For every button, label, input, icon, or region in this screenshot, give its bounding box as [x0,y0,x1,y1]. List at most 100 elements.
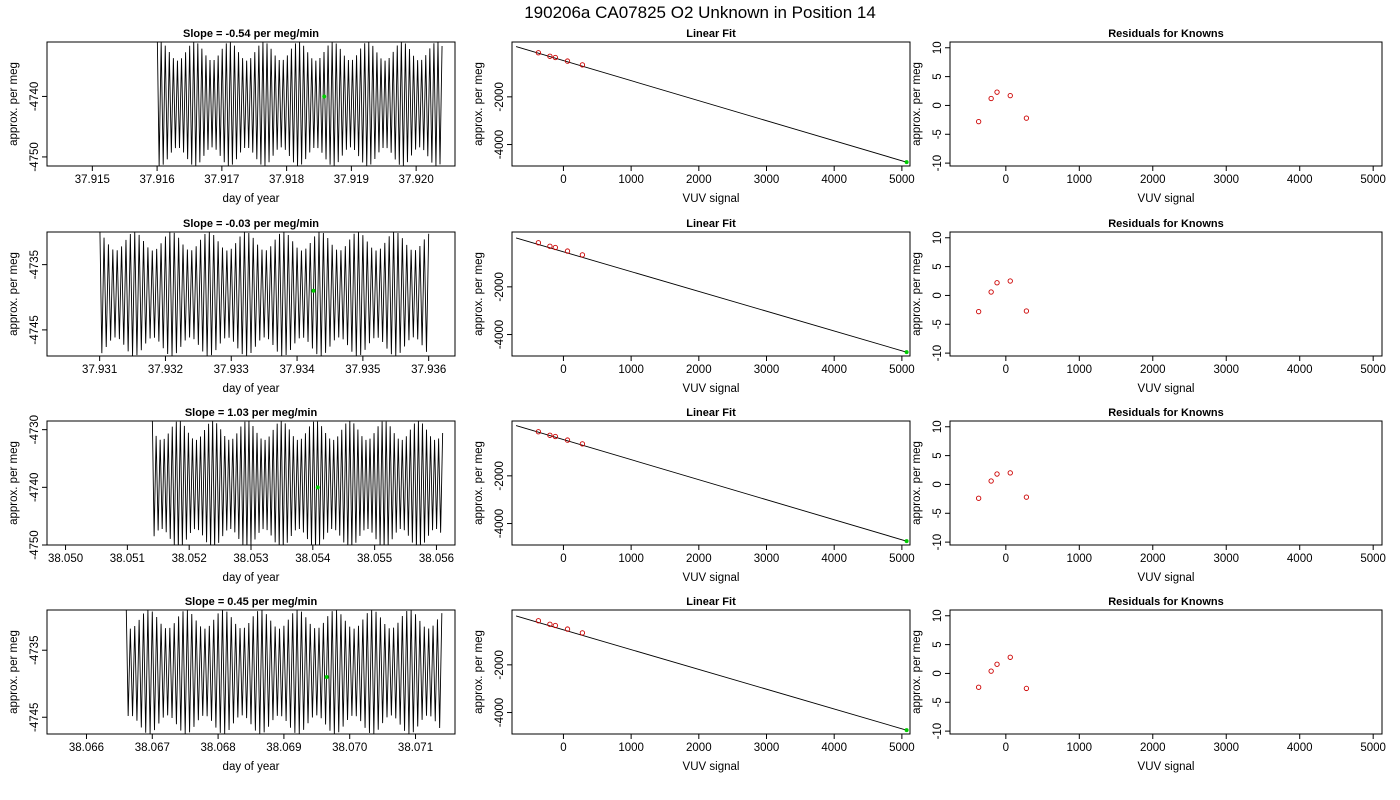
panel-residuals-row-2: Residuals for Knowns 0 1000 2000 3000 4000 500… [911,218,1386,395]
x-tick-label: 1000 [1067,553,1093,565]
x-tick-label: 3000 [754,174,780,186]
y-tick-label: 10 [932,420,944,433]
residual-point [1007,470,1013,476]
panel-title: Linear Fit [686,218,736,230]
y-axis-label: approx. per meg [473,630,485,714]
panel-title: Slope = -0.03 per meg/min [183,218,319,230]
y-axis-label: approx. per meg [911,441,923,525]
x-tick-label: 37.933 [214,364,249,376]
x-axis-label: VUV signal [1138,572,1195,584]
y-axis-label: approx. per meg [8,630,20,714]
panel-residuals-row-4: Residuals for Knowns 0 1000 2000 3000 4000 500… [911,596,1386,773]
x-tick-label: 37.919 [334,174,369,186]
plot-frame [949,609,1383,735]
x-axis-label: VUV signal [1138,193,1195,205]
x-tick-label: 0 [1003,553,1009,565]
y-axis-label: approx. per meg [911,62,923,146]
residual-point [994,280,1000,286]
plot-frame [46,609,456,735]
known-point [535,618,542,624]
x-tick-label: 37.920 [399,174,434,186]
y-tick-label: -2000 [494,461,506,490]
x-tick-label: 2000 [1140,174,1166,186]
y-axis-label: approx. per meg [473,62,485,146]
fit-line [515,615,907,731]
x-tick-label: 38.070 [332,742,367,754]
y-tick-label: -2000 [494,650,506,679]
x-tick-label: 4000 [1287,553,1313,565]
y-tick-label: 5 [932,452,944,458]
panel-title: Residuals for Knowns [1108,218,1224,230]
residual-point [976,684,982,690]
known-point [579,630,586,636]
residual-point [976,495,982,501]
known-point [564,58,571,64]
panel-grid: Slope = -0.54 per meg/min 37.915 37.916 37.… [8,28,1386,773]
trace-line [151,421,444,545]
y-tick-label: -4750 [29,530,41,559]
x-tick-label: 4000 [1287,364,1313,376]
panel-time-series-row-1: Slope = -0.54 per meg/min 37.915 37.916 37.… [8,28,456,205]
x-tick-label: 38.069 [266,742,301,754]
x-tick-label: 3000 [1213,364,1239,376]
plot-area [976,470,1030,501]
x-tick-label: 2000 [1140,364,1166,376]
x-tick-label: 5000 [889,553,915,565]
residual-point [988,478,994,484]
x-axis-label: VUV signal [1138,383,1195,395]
x-axis-label: VUV signal [683,761,740,773]
x-tick-label: 38.066 [69,742,104,754]
x-tick-label: 2000 [686,553,712,565]
panel-title: Slope = -0.54 per meg/min [183,28,319,40]
x-tick-label: 37.931 [82,364,117,376]
x-tick-label: 4000 [821,553,847,565]
y-tick-label: -4740 [29,473,41,502]
x-tick-label: 0 [560,364,566,376]
plot-area [99,232,430,356]
x-axis-label: day of year [223,193,280,205]
x-tick-label: 37.932 [148,364,183,376]
y-axis-label: approx. per meg [473,441,485,525]
panel-title: Linear Fit [686,28,736,40]
x-axis-label: VUV signal [683,572,740,584]
x-tick-label: 2000 [686,742,712,754]
plot-frame [511,41,911,167]
x-tick-label: 0 [1003,174,1009,186]
x-tick-label: 3000 [754,553,780,565]
x-tick-label: 38.071 [398,742,433,754]
y-tick-label: 0 [932,481,944,487]
x-tick-label: 38.067 [135,742,170,754]
residual-point [988,668,994,674]
residual-point [988,95,994,102]
y-tick-label: -4735 [29,250,41,279]
x-tick-label: 0 [1003,364,1009,376]
residual-point [976,118,982,125]
known-point [535,429,542,435]
x-tick-label: 38.056 [419,553,454,565]
y-tick-label: 10 [932,41,944,54]
panel-title: Linear Fit [686,596,736,608]
residual-point [1023,494,1030,500]
trace-line [125,610,443,734]
x-axis-label: day of year [223,383,280,395]
unknown-point [324,675,329,680]
x-tick-label: 38.051 [110,553,145,565]
residual-point [1007,654,1013,660]
unknown-point [322,94,327,99]
plot-frame [46,231,456,357]
panel-title: Linear Fit [686,407,736,419]
known-point [579,252,586,258]
residual-point [988,289,994,295]
known-point [564,437,571,443]
x-tick-label: 37.917 [204,174,239,186]
y-tick-label: -4750 [29,142,41,171]
x-tick-label: 37.934 [279,364,315,376]
x-tick-label: 5000 [1360,174,1386,186]
unknown-point [904,539,909,544]
y-axis-label: approx. per meg [473,252,485,336]
figure-title: 190206a CA07825 O2 Unknown in Position 1… [524,3,876,22]
y-tick-label: -5 [932,129,944,139]
plot-area [515,46,909,165]
plot-frame [949,231,1383,357]
known-point [547,621,553,627]
